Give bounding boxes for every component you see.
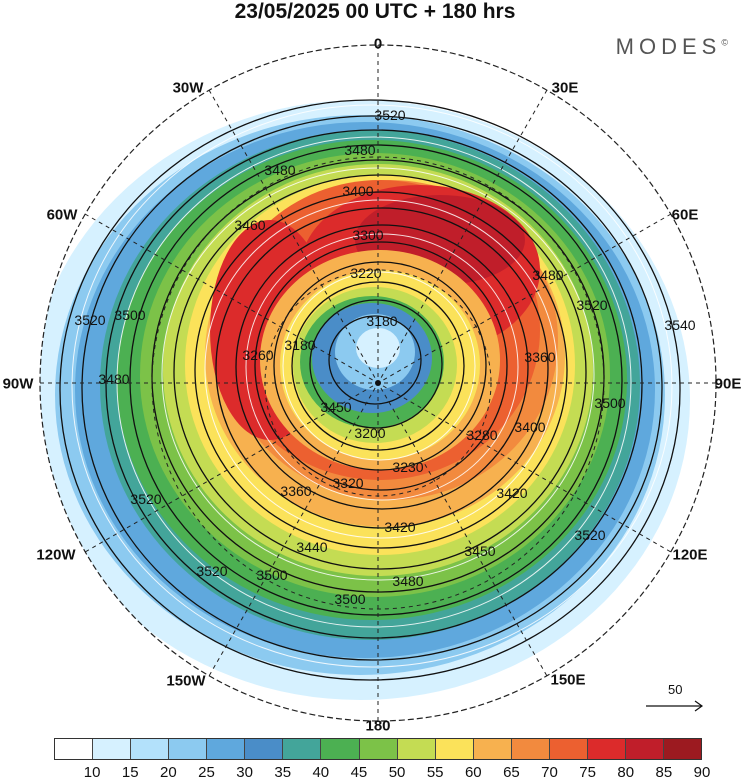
contour-label: 3520 <box>576 297 607 313</box>
colorbar-tick-label: 20 <box>160 764 177 781</box>
lon-label-120e: 120E <box>672 546 708 564</box>
contour-label: 3520 <box>574 527 605 543</box>
contour-label: 3420 <box>496 485 527 501</box>
colorbar-swatch <box>435 739 474 759</box>
height-contours <box>59 99 681 681</box>
pole-marker <box>375 380 381 386</box>
contour-label: 3230 <box>392 459 423 475</box>
contour-label: 3500 <box>114 307 145 323</box>
colorbar-swatch <box>283 739 322 759</box>
colorbar-tick-label: 50 <box>388 764 406 781</box>
contour-label: 3520 <box>196 563 227 579</box>
colorbar-swatch <box>473 739 512 759</box>
contour-label: 3480 <box>392 573 423 589</box>
wind-speed-colorbar <box>54 738 702 760</box>
lon-label-120w: 120W <box>36 546 76 564</box>
contour-label: 3180 <box>284 337 315 353</box>
contour-label: 3360 <box>524 349 555 365</box>
colorbar-swatch <box>321 739 360 759</box>
contour-label: 3480 <box>98 371 129 387</box>
contour-label: 3320 <box>332 475 363 491</box>
contour-label: 3400 <box>514 419 545 435</box>
colorbar-tick-label: 30 <box>236 764 253 781</box>
contour-label: 3460 <box>234 217 265 233</box>
colorbar-swatch <box>245 739 284 759</box>
colorbar-tick-label: 25 <box>198 764 215 781</box>
lon-label-30w: 30W <box>172 79 204 97</box>
modes-logo: MODES© <box>615 34 728 59</box>
colorbar-tick-label: 90 <box>693 764 711 781</box>
lon-label-60w: 60W <box>46 206 78 224</box>
colorbar-swatch <box>359 739 398 759</box>
arrow-right-icon <box>646 700 704 712</box>
lon-label-60e: 60E <box>671 206 699 224</box>
vector-scale-label: 50 <box>668 682 683 697</box>
colorbar-tick-label: 35 <box>274 764 292 781</box>
colorbar-tick-label: 65 <box>503 764 520 781</box>
colorbar-swatch <box>587 739 626 759</box>
contour-label: 3440 <box>296 539 327 555</box>
colorbar-swatch <box>625 739 664 759</box>
contour-label: 3480 <box>264 162 295 178</box>
contour-label: 3220 <box>350 265 381 281</box>
contour-labels: 3520 3480 3480 3460 3400 3300 3220 3180 … <box>74 107 695 607</box>
contour-label: 3400 <box>342 183 373 199</box>
lon-label-90e: 90E <box>714 375 742 393</box>
map-boundary <box>39 44 717 722</box>
chart-title: 23/05/2025 00 UTC + 180 hrs <box>234 0 516 23</box>
colorbar-tick-label: 60 <box>464 764 482 781</box>
colorbar-swatch <box>207 739 246 759</box>
colorbar-swatch <box>511 739 550 759</box>
colorbar-swatch <box>131 739 170 759</box>
colorbar-tick-label: 70 <box>541 764 558 781</box>
contour-label: 3520 <box>130 491 161 507</box>
lon-label-0: 0 <box>373 35 383 53</box>
contour-label: 3500 <box>256 567 287 583</box>
contour-label: 3200 <box>354 425 385 441</box>
contour-label: 3180 <box>366 313 397 329</box>
contour-label: 3360 <box>280 483 311 499</box>
contour-label: 3300 <box>352 227 383 243</box>
colorbar-swatch <box>397 739 436 759</box>
contour-label: 3260 <box>242 347 273 363</box>
colorbar-swatch <box>169 739 208 759</box>
lon-label-90w: 90W <box>2 375 34 393</box>
contour-label: 3500 <box>334 591 365 607</box>
lon-label-150w: 150W <box>166 672 206 690</box>
colorbar-tick-label: 10 <box>83 764 101 781</box>
contour-label: 3450 <box>320 399 351 415</box>
polar-map: 3520 3480 3480 3460 3400 3300 3220 3180 … <box>39 44 717 722</box>
colorbar-tick-label: 85 <box>655 764 673 781</box>
colorbar-swatch <box>55 739 94 759</box>
contour-label: 3450 <box>464 543 495 559</box>
colorbar-tick-label: 55 <box>426 764 444 781</box>
colorbar-labels: 10 15 20 25 30 35 40 45 50 55 60 65 70 75 80 85 90 <box>54 764 711 782</box>
contour-label: 3520 <box>74 312 105 328</box>
contour-label: 3420 <box>384 519 415 535</box>
colorbar-tick-label: 45 <box>350 764 368 781</box>
colorbar-swatch <box>664 739 702 759</box>
colorbar-swatch <box>549 739 588 759</box>
colorbar-swatch <box>93 739 132 759</box>
lon-label-150e: 150E <box>550 671 586 689</box>
contour-label: 3540 <box>664 317 695 333</box>
contour-label: 3480 <box>344 142 375 158</box>
colorbar-tick-label: 40 <box>312 764 330 781</box>
contour-label: 3500 <box>594 395 625 411</box>
lon-label-180: 180 <box>365 717 391 735</box>
colorbar-tick-label: 15 <box>121 764 139 781</box>
lon-label-30e: 30E <box>551 79 579 97</box>
contour-label: 3280 <box>466 427 497 443</box>
contour-label: 3480 <box>532 267 563 283</box>
colorbar-tick-label: 80 <box>617 764 635 781</box>
colorbar-tick-label: 75 <box>579 764 596 781</box>
contour-label: 3520 <box>374 107 405 123</box>
